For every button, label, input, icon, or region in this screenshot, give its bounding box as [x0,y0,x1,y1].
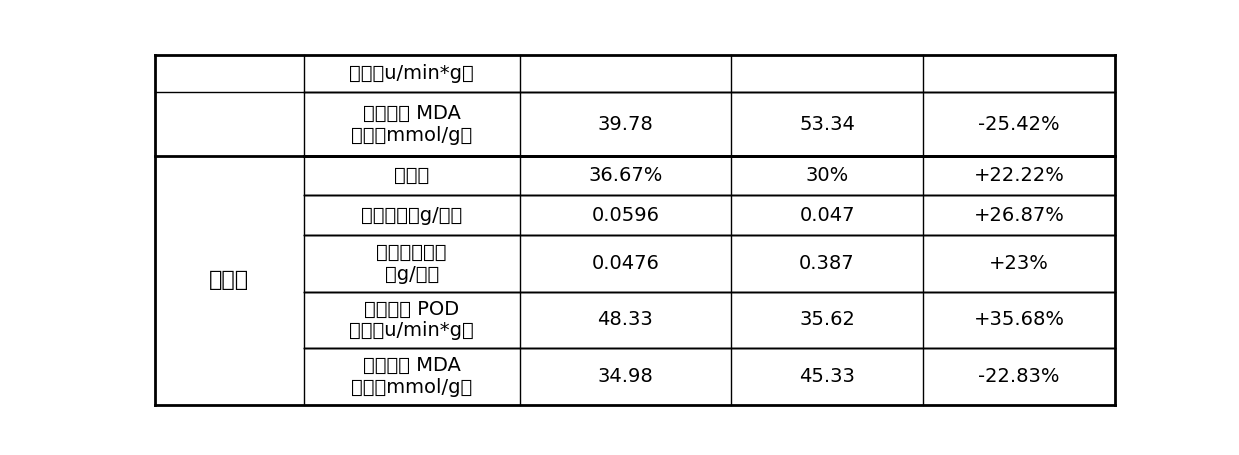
Text: 含量（u/min*g）: 含量（u/min*g） [349,64,475,83]
Text: 小白菜: 小白菜 [209,270,249,290]
Text: 0.387: 0.387 [799,254,855,273]
Text: 39.78: 39.78 [597,115,653,134]
Text: -25.42%: -25.42% [979,115,1059,134]
Text: 45.33: 45.33 [799,367,855,386]
Text: +35.68%: +35.68% [974,310,1064,329]
Text: 幼苗叶片 POD
含量（u/min*g）: 幼苗叶片 POD 含量（u/min*g） [349,299,475,340]
Text: +26.87%: +26.87% [974,206,1064,225]
Text: 0.0476: 0.0476 [591,254,659,273]
Text: 34.98: 34.98 [597,367,653,386]
Text: 36.67%: 36.67% [589,166,663,185]
Text: 幼苗叶片 MDA
含量（mmol/g）: 幼苗叶片 MDA 含量（mmol/g） [351,104,472,145]
Text: +22.22%: +22.22% [974,166,1064,185]
Text: +23%: +23% [989,254,1049,273]
Text: 幼苗根部鲜重
（g/株）: 幼苗根部鲜重 （g/株） [377,243,447,284]
Text: 成苗率: 成苗率 [394,166,430,185]
Text: 35.62: 35.62 [799,310,855,329]
Text: 30%: 30% [805,166,849,185]
Text: 幼苗鲜重（g/株）: 幼苗鲜重（g/株） [361,206,462,225]
Text: 0.047: 0.047 [799,206,855,225]
Text: 0.0596: 0.0596 [591,206,659,225]
Text: -22.83%: -22.83% [979,367,1059,386]
Text: 48.33: 48.33 [597,310,653,329]
Text: 幼苗叶片 MDA
含量（mmol/g）: 幼苗叶片 MDA 含量（mmol/g） [351,356,472,397]
Text: 53.34: 53.34 [799,115,855,134]
